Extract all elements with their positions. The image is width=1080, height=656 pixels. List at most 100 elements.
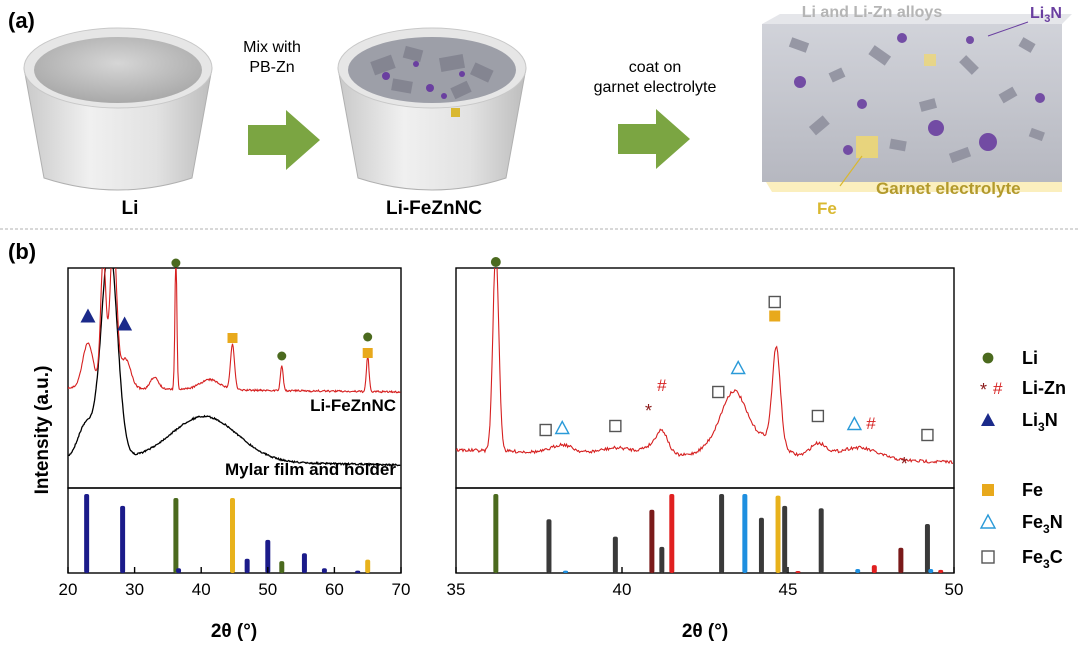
legend-icon-triangle-filled bbox=[981, 413, 995, 426]
panel-b: (b) Intensity (a.u.) Li-FeZnNC Mylar fil… bbox=[8, 239, 1066, 642]
legend-label-1: Li-Zn bbox=[1022, 378, 1066, 398]
right-marker-circle-0 bbox=[490, 257, 501, 267]
right-markers: * # # * bbox=[490, 257, 934, 474]
right-tick-label-40: 40 bbox=[613, 580, 632, 599]
right-stick-19 bbox=[938, 569, 944, 573]
left-stick-7 bbox=[279, 561, 285, 573]
right-marker-square-open-9 bbox=[768, 295, 781, 309]
right-marker-square-filled-8 bbox=[769, 310, 781, 322]
right-reference-sticks bbox=[493, 494, 944, 573]
left-tick-label-20: 20 bbox=[59, 580, 78, 599]
trace-li-feznnc-left bbox=[68, 268, 401, 394]
right-stick-6 bbox=[669, 494, 675, 573]
li-label: Li bbox=[122, 198, 139, 219]
coat-arrow-icon bbox=[618, 109, 690, 169]
right-marker-square-open-6 bbox=[712, 385, 725, 399]
right-stick-0 bbox=[493, 494, 499, 573]
left-stick-11 bbox=[365, 559, 371, 573]
mix-arrow-icon bbox=[248, 110, 320, 170]
left-marker-triangle-filled-0 bbox=[80, 308, 96, 323]
left-stick-10 bbox=[355, 570, 361, 573]
left-chart-ref-frame bbox=[67, 487, 402, 574]
trace-mylar bbox=[68, 268, 401, 467]
panel-a: (a) Li Mix with PB-Zn bbox=[8, 4, 1072, 219]
mix-label-line2: PB-Zn bbox=[249, 59, 294, 76]
li-pot-illustration bbox=[23, 27, 213, 191]
right-tick-label-50: 50 bbox=[945, 580, 964, 599]
right-chart-ref-frame bbox=[455, 487, 955, 574]
right-stick-17 bbox=[924, 524, 930, 573]
right-stick-2 bbox=[563, 570, 569, 573]
right-x-ticks: 35 40 45 50 bbox=[447, 567, 964, 599]
left-stick-6 bbox=[265, 539, 271, 573]
right-stick-3 bbox=[612, 536, 618, 573]
x-axis-label-right: 2θ (°) bbox=[682, 621, 728, 642]
left-stick-8 bbox=[301, 553, 307, 573]
legend-hash-icon: # bbox=[993, 379, 1003, 398]
left-stick-9 bbox=[321, 568, 327, 573]
trace-li-feznnc-right bbox=[456, 268, 954, 465]
right-stick-15 bbox=[871, 565, 877, 573]
li3n-label-a-suffix: N bbox=[1050, 5, 1062, 22]
right-marker-square-open-3 bbox=[609, 419, 622, 433]
legend-label-5: Fe3C bbox=[1022, 547, 1063, 571]
composite-box-illustration bbox=[762, 14, 1072, 192]
legend-icon-square-filled bbox=[982, 484, 994, 496]
legend-icon-square-open bbox=[981, 550, 995, 564]
li3n-label-a-main: Li bbox=[1030, 5, 1044, 22]
li-feznnc-pot-illustration bbox=[337, 27, 527, 191]
right-stick-8 bbox=[742, 494, 748, 573]
left-marker-circle-5 bbox=[363, 332, 373, 342]
garnet-electrolyte-label: Garnet electrolyte bbox=[876, 179, 1021, 198]
trace-label-mylar: Mylar film and holder bbox=[225, 460, 396, 479]
left-stick-2 bbox=[173, 497, 179, 573]
trace-label-li-feznnc: Li-FeZnNC bbox=[310, 396, 396, 415]
left-tick-label-70: 70 bbox=[392, 580, 411, 599]
right-tick-label-35: 35 bbox=[447, 580, 466, 599]
legend: Li * # Li-Zn Li3N Fe Fe3N Fe3C bbox=[979, 348, 1066, 571]
right-marker-hash-5: # bbox=[657, 376, 667, 395]
legend-label-3: Fe bbox=[1022, 480, 1043, 500]
right-stick-4 bbox=[649, 509, 655, 573]
coat-label-line1: coat on bbox=[629, 59, 681, 76]
right-marker-square-open-10 bbox=[811, 409, 825, 423]
right-marker-star-4: * bbox=[645, 401, 652, 421]
li3n-label-a-sub: 3 bbox=[1044, 13, 1050, 25]
alloys-label: Li and Li-Zn alloys bbox=[802, 4, 943, 21]
right-stick-9 bbox=[758, 517, 764, 573]
right-stick-7 bbox=[719, 494, 725, 573]
right-marker-square-open-1 bbox=[539, 423, 552, 437]
left-reference-sticks bbox=[84, 494, 371, 573]
left-stick-4 bbox=[230, 497, 236, 573]
left-tick-label-50: 50 bbox=[258, 580, 277, 599]
left-chart-top-frame bbox=[67, 267, 402, 489]
right-tick-label-45: 45 bbox=[779, 580, 798, 599]
right-marker-triangle-open-11 bbox=[846, 416, 863, 431]
right-marker-star-13: * bbox=[901, 454, 908, 474]
legend-label-4: Fe3N bbox=[1022, 512, 1063, 536]
left-stick-1 bbox=[120, 505, 126, 573]
y-axis-label: Intensity (a.u.) bbox=[32, 366, 53, 495]
legend-icon-circle bbox=[982, 352, 994, 364]
left-stick-3 bbox=[176, 568, 182, 573]
li-feznnc-label: Li-FeZnNC bbox=[386, 198, 482, 219]
left-marker-square-filled-6 bbox=[362, 348, 373, 358]
left-marker-circle-4 bbox=[277, 351, 287, 361]
right-stick-12 bbox=[795, 571, 801, 573]
fe-label: Fe bbox=[817, 199, 837, 218]
legend-icon-triangle-open bbox=[979, 513, 997, 529]
left-marker-circle-2 bbox=[171, 258, 181, 268]
right-stick-10 bbox=[775, 495, 781, 573]
right-marker-triangle-open-2 bbox=[554, 420, 570, 435]
li3n-label-a: Li3N bbox=[1030, 5, 1062, 25]
right-stick-18 bbox=[928, 569, 934, 573]
right-stick-13 bbox=[818, 508, 824, 573]
left-stick-0 bbox=[84, 494, 90, 573]
coat-label-line2: garnet electrolyte bbox=[594, 79, 717, 96]
mix-label-line1: Mix with bbox=[243, 39, 301, 56]
left-x-ticks: 20 30 40 50 60 70 bbox=[59, 567, 411, 599]
right-marker-square-open-14 bbox=[921, 428, 934, 442]
right-stick-16 bbox=[898, 547, 904, 573]
left-markers bbox=[80, 258, 373, 361]
